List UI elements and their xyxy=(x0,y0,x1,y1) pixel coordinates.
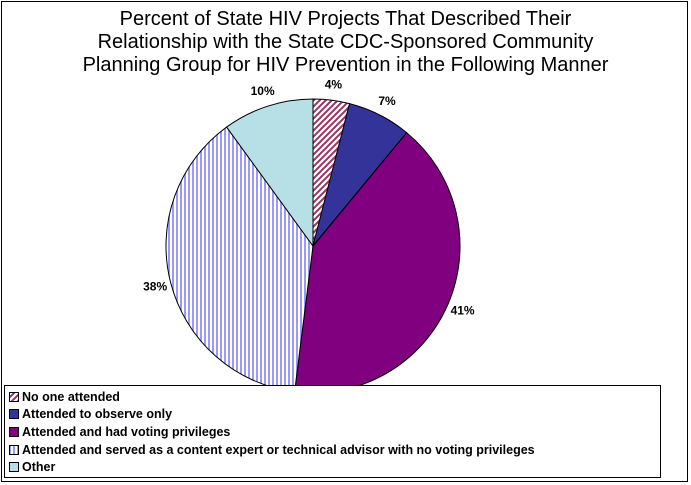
pie-label-other: 10% xyxy=(251,84,275,98)
pie-label-no-one-attended: 4% xyxy=(325,77,343,91)
legend-label: No one attended xyxy=(22,389,120,404)
legend-item-voting-privileges: Attended and had voting privileges xyxy=(9,423,660,441)
legend-item-other: Other xyxy=(9,458,660,476)
legend-label: Attended and had voting privileges xyxy=(22,424,231,439)
legend: No one attended Attended to observe only… xyxy=(4,385,661,478)
legend-item-no-one-attended: No one attended xyxy=(9,388,660,406)
legend-swatch xyxy=(9,409,19,420)
legend-swatch xyxy=(9,462,19,473)
pie-slice-attended-and-served-as-a-content-expert- xyxy=(165,126,314,393)
legend-item-observe-only: Attended to observe only xyxy=(9,406,660,424)
legend-label: Attended and served as a content expert … xyxy=(22,442,535,457)
pie-label-attended-and-served-as-a-content-expert-: 38% xyxy=(143,280,167,294)
legend-label: Other xyxy=(22,460,56,475)
legend-swatch xyxy=(9,391,19,402)
chart-title-line-3: Planning Group for HIV Prevention in the… xyxy=(82,54,609,76)
pie-slice-other xyxy=(225,98,314,248)
legend-item-content-expert: Attended and served as a content expert … xyxy=(9,441,660,459)
pie-label-attended-to-observe-only: 7% xyxy=(378,94,396,108)
chart-title: Percent of State HIV Projects That Descr… xyxy=(40,8,651,77)
legend-swatch xyxy=(9,444,19,455)
pie-label-attended-and-had-voting-privileges: 41% xyxy=(451,304,475,318)
legend-label: Attended to observe only xyxy=(22,407,173,422)
chart-title-line-1: Percent of State HIV Projects That Descr… xyxy=(119,8,572,30)
legend-swatch xyxy=(9,426,19,437)
chart-title-line-2: Relationship with the State CDC-Sponsore… xyxy=(97,31,594,53)
